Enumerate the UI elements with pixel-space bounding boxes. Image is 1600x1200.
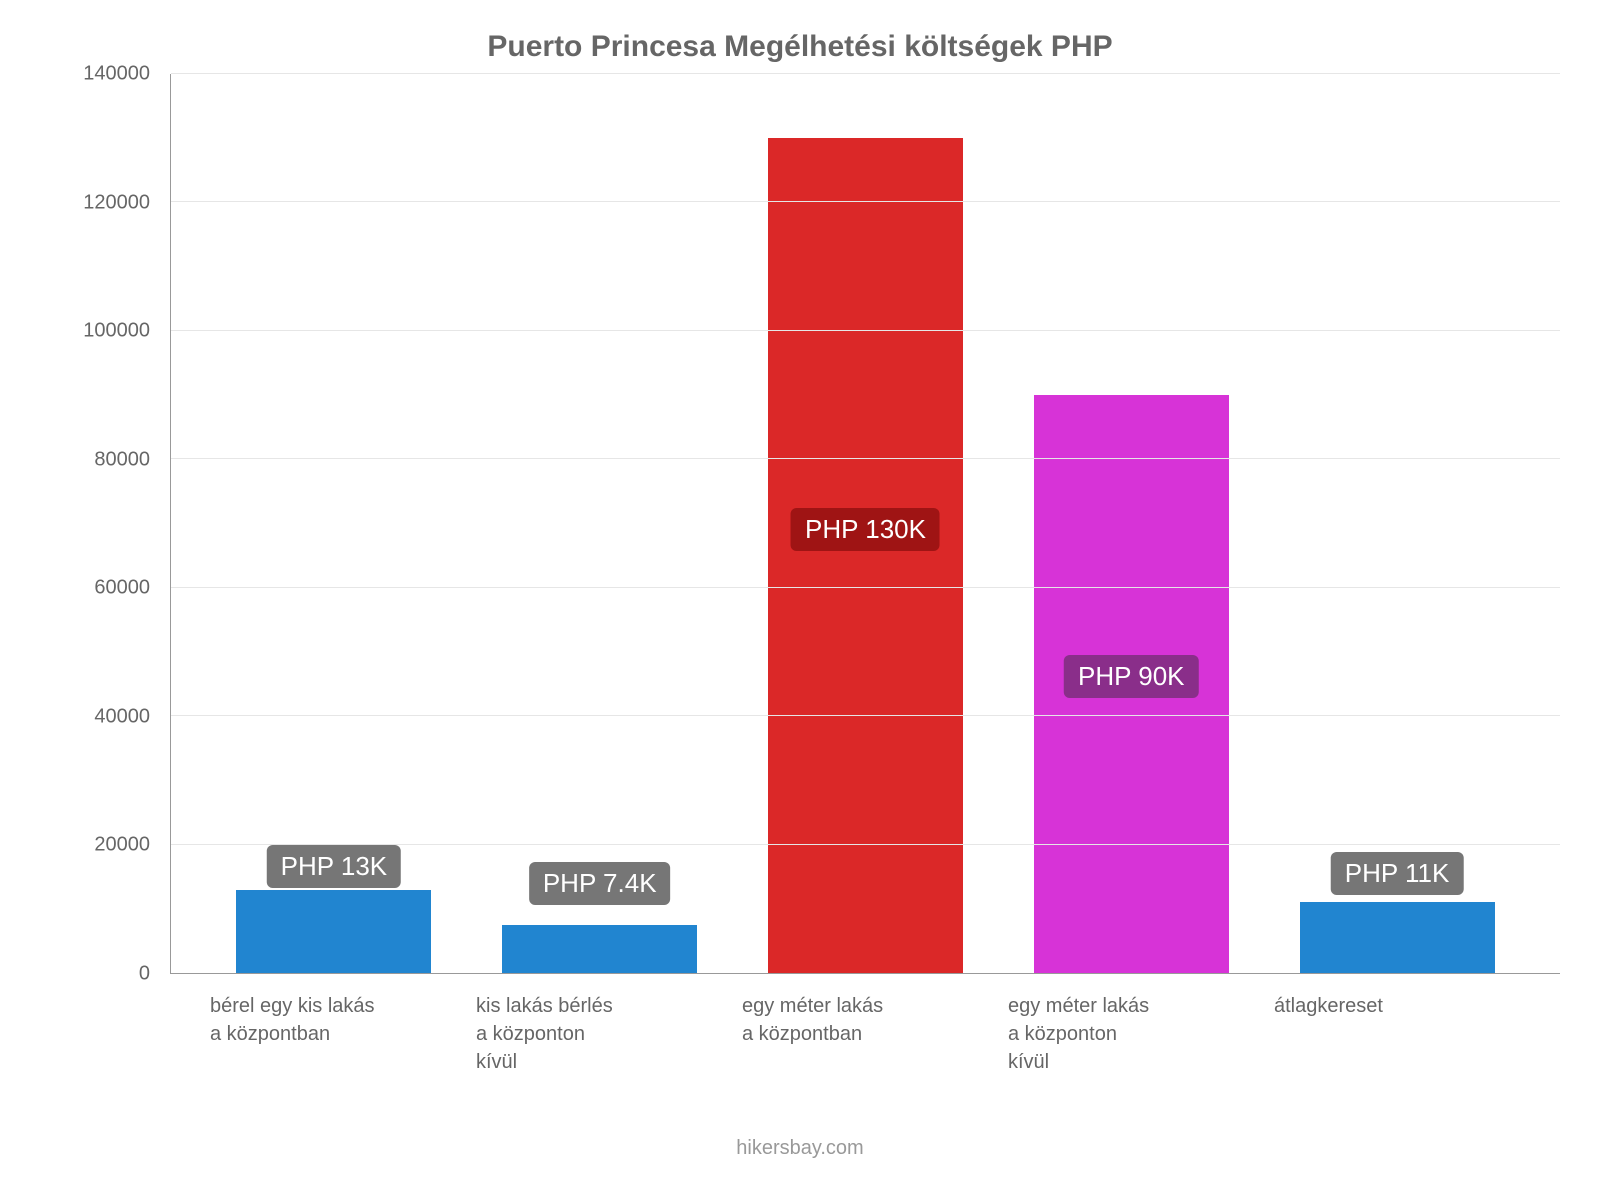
bar: PHP 130K [768, 138, 963, 973]
grid-line [171, 201, 1560, 202]
y-tick: 40000 [60, 705, 150, 728]
grid-line [171, 458, 1560, 459]
grid-line [171, 715, 1560, 716]
grid-line [171, 587, 1560, 588]
grid-line [171, 844, 1560, 845]
x-axis-label: egy méter lakás a központban [732, 992, 998, 1076]
bar: PHP 7.4K [502, 925, 697, 973]
x-axis-labels: bérel egy kis lakás a központbankis laká… [170, 974, 1560, 1076]
y-axis: 020000400006000080000100000120000140000 [60, 74, 160, 974]
plot-area: 020000400006000080000100000120000140000 … [60, 74, 1560, 974]
bar-value-label: PHP 90K [1064, 655, 1198, 698]
attribution-text: hikersbay.com [0, 1137, 1600, 1160]
x-axis-label: bérel egy kis lakás a központban [200, 992, 466, 1076]
bar-slot: PHP 7.4K [467, 74, 733, 973]
bar-slot: PHP 130K [733, 74, 999, 973]
bar: PHP 90K [1034, 395, 1229, 973]
bar: PHP 11K [1300, 902, 1495, 973]
plot-inner: PHP 13K PHP 7.4K PHP 130K PHP 90K PHP 11K [170, 74, 1560, 974]
chart-title: Puerto Princesa Megélhetési költségek PH… [40, 30, 1560, 64]
chart-container: Puerto Princesa Megélhetési költségek PH… [0, 0, 1600, 1200]
bar: PHP 13K [236, 890, 431, 973]
bar-value-label: PHP 11K [1331, 852, 1464, 895]
y-tick: 0 [60, 963, 150, 986]
bar-slot: PHP 11K [1264, 74, 1530, 973]
bar-value-label: PHP 13K [267, 845, 401, 888]
y-tick: 100000 [60, 320, 150, 343]
grid-line [171, 73, 1560, 74]
x-axis-label: egy méter lakás a központon kívül [998, 992, 1264, 1076]
bar-slot: PHP 90K [998, 74, 1264, 973]
bar-value-label: PHP 130K [791, 508, 940, 551]
y-tick: 120000 [60, 191, 150, 214]
y-tick: 80000 [60, 448, 150, 471]
y-tick: 140000 [60, 63, 150, 86]
grid-line [171, 330, 1560, 331]
y-tick: 60000 [60, 577, 150, 600]
bar-value-label: PHP 7.4K [529, 862, 671, 905]
y-tick: 20000 [60, 834, 150, 857]
bars-container: PHP 13K PHP 7.4K PHP 130K PHP 90K PHP 11K [171, 74, 1560, 973]
x-axis-label: kis lakás bérlés a központon kívül [466, 992, 732, 1076]
x-axis-label: átlagkereset [1264, 992, 1530, 1076]
bar-slot: PHP 13K [201, 74, 467, 973]
